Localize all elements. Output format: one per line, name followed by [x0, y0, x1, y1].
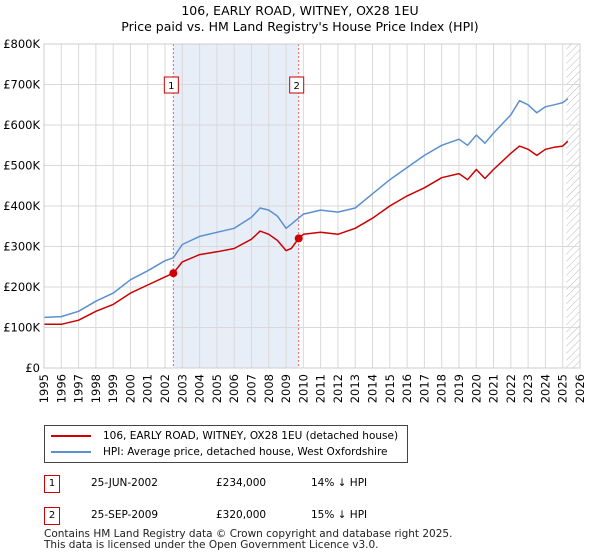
- footer-copyright: Contains HM Land Registry data © Crown c…: [44, 528, 453, 540]
- x-tick-label: 2001: [141, 374, 155, 403]
- footer: Contains HM Land Registry data © Crown c…: [44, 529, 452, 551]
- x-tick-label: 1996: [54, 374, 68, 403]
- x-tick-label: 1995: [37, 374, 51, 403]
- x-tick-label: 2014: [366, 374, 380, 403]
- x-tick-label: 2002: [158, 374, 172, 403]
- plot-area: [43, 43, 581, 369]
- transaction-date: 25-JUN-2002: [91, 477, 158, 489]
- x-tick-label: 2026: [573, 374, 587, 403]
- sale-marker-box: [163, 76, 179, 94]
- x-tick-label: 2010: [296, 374, 310, 403]
- transaction-price: £320,000: [216, 509, 267, 521]
- y-tick-label: £400K: [3, 199, 40, 213]
- transaction-price: £234,000: [216, 477, 267, 489]
- y-tick-label: £0: [25, 361, 40, 375]
- sale-point: [169, 269, 178, 278]
- x-tick-label: 2008: [262, 374, 276, 403]
- x-tick-label: 2004: [193, 374, 207, 403]
- footer-license: This data is licensed under the Open Gov…: [44, 539, 379, 551]
- x-tick-label: 2011: [314, 374, 328, 403]
- x-tick-label: 2015: [383, 374, 397, 403]
- x-tick-label: 2021: [487, 374, 501, 403]
- x-tick-label: 2025: [556, 374, 570, 403]
- y-tick-label: £300K: [3, 240, 40, 254]
- x-tick-label: 2016: [400, 374, 414, 403]
- x-tick-label: 2006: [227, 374, 241, 403]
- legend-label-property: 106, EARLY ROAD, WITNEY, OX28 1EU (detac…: [103, 430, 399, 442]
- transaction-badge: 2: [44, 507, 60, 525]
- x-tick-label: 2020: [469, 374, 483, 403]
- table-row: 2 25-SEP-2009 £320,000 15% ↓ HPI: [44, 507, 564, 525]
- y-tick-label: £100K: [3, 321, 40, 335]
- x-tick-label: 2023: [521, 374, 535, 403]
- x-tick-label: 2022: [504, 374, 518, 403]
- transaction-hpi-diff: 14% ↓ HPI: [311, 477, 368, 489]
- transaction-badge: 1: [44, 475, 60, 493]
- x-tick-label: 1999: [106, 374, 120, 403]
- legend-line-blue: [51, 451, 91, 453]
- x-tick-label: 2005: [210, 374, 224, 403]
- legend-label-hpi: HPI: Average price, detached house, West…: [103, 446, 388, 458]
- x-tick-label: 2007: [244, 374, 258, 403]
- chart-title-line2: Price paid vs. HM Land Registry's House …: [121, 19, 478, 34]
- x-tick-label: 2012: [331, 374, 345, 403]
- x-tick-label: 1997: [72, 374, 86, 403]
- legend: 106, EARLY ROAD, WITNEY, OX28 1EU (detac…: [44, 425, 408, 463]
- x-tick-label: 2000: [123, 374, 137, 403]
- x-tick-label: 2003: [175, 374, 189, 403]
- table-row: 1 25-JUN-2002 £234,000 14% ↓ HPI: [44, 475, 564, 493]
- sale-marker-label: 2: [293, 81, 299, 92]
- y-tick-label: £200K: [3, 280, 40, 294]
- x-tick-label: 2018: [435, 374, 449, 403]
- legend-line-red: [51, 435, 91, 437]
- sale-point: [294, 234, 303, 243]
- transaction-date: 25-SEP-2009: [91, 509, 159, 521]
- x-tick-label: 2019: [452, 374, 466, 403]
- y-tick-label: £500K: [3, 159, 40, 173]
- legend-item-hpi: HPI: Average price, detached house, West…: [51, 445, 388, 459]
- sale-marker-label: 1: [168, 81, 174, 92]
- chart-title-line1: 106, EARLY ROAD, WITNEY, OX28 1EU: [181, 3, 418, 18]
- property-price-line: [44, 140, 569, 326]
- hpi-line: [43, 98, 569, 319]
- x-tick-label: 1998: [89, 374, 103, 403]
- legend-item-property: 106, EARLY ROAD, WITNEY, OX28 1EU (detac…: [51, 429, 398, 443]
- y-tick-label: £600K: [3, 118, 40, 132]
- transaction-hpi-diff: 15% ↓ HPI: [311, 509, 368, 521]
- x-tick-label: 2024: [538, 374, 552, 403]
- x-tick-label: 2013: [348, 374, 362, 403]
- y-tick-label: £800K: [3, 37, 40, 51]
- sale-marker-box: [289, 76, 305, 94]
- x-tick-label: 2009: [279, 374, 293, 403]
- x-tick-label: 2017: [417, 374, 431, 403]
- y-tick-label: £700K: [3, 78, 40, 92]
- price-chart: 106, EARLY ROAD, WITNEY, OX28 1EU Price …: [3, 3, 587, 403]
